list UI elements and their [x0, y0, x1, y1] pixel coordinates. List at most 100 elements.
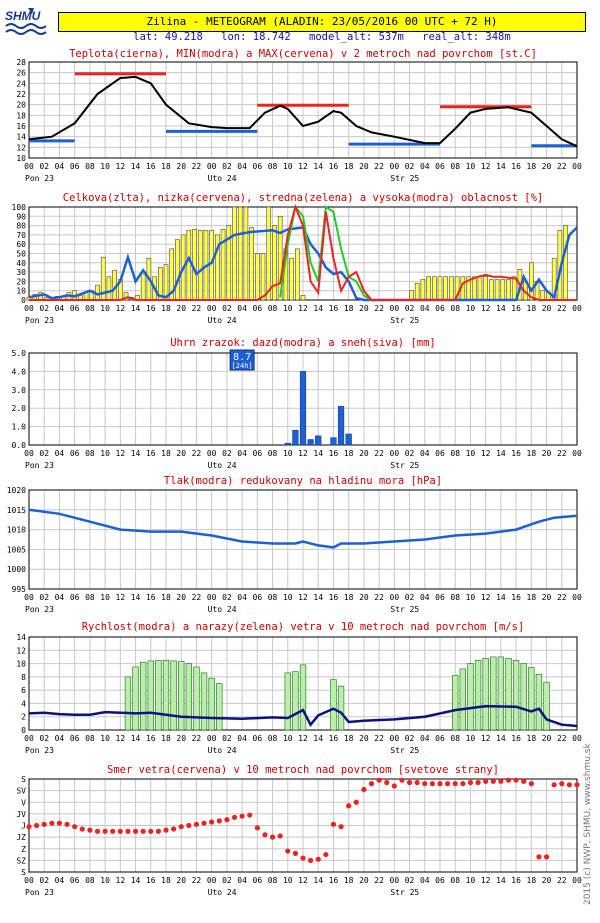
wind-direction-point: [566, 782, 572, 788]
x-tick-label: 20: [542, 162, 552, 171]
x-tick-label: 00: [572, 734, 582, 743]
x-tick-label: 04: [55, 449, 65, 458]
x-tick-label: 22: [192, 593, 202, 602]
precip-sum-period: [24h]: [232, 362, 253, 370]
panel-4: Rychlost(modra) a narazy(zelena) vetra v…: [16, 621, 582, 755]
x-tick-label: 18: [344, 162, 354, 171]
x-tick-label: 00: [572, 304, 582, 313]
wind-direction-point: [49, 820, 55, 826]
x-tick-label: 20: [542, 304, 552, 313]
x-tick-label: 10: [100, 449, 110, 458]
wind-direction-point: [292, 850, 298, 857]
y-tick-label: 0: [21, 726, 26, 735]
wind-direction-point: [201, 820, 207, 826]
gust-bar: [543, 681, 550, 731]
x-tick-label: 14: [313, 876, 323, 885]
x-tick-label: 16: [146, 876, 156, 885]
gust-bar: [299, 664, 307, 731]
x-tick-label: 04: [237, 449, 247, 458]
model-altitude: model_alt: 537m: [309, 31, 404, 43]
total-cloud-bar: [289, 257, 294, 301]
x-tick-label: 22: [374, 304, 384, 313]
x-tick-label: 04: [237, 304, 247, 313]
day-label: Str 25: [390, 746, 419, 755]
y-tick-label: 1010: [7, 526, 26, 535]
y-tick-label: 10: [16, 660, 26, 669]
wind-direction-point: [26, 824, 32, 830]
x-tick-label: 12: [481, 304, 491, 313]
x-tick-label: 02: [222, 304, 232, 313]
y-tick-label: 12: [16, 143, 26, 152]
wind-direction-point: [338, 824, 344, 830]
x-tick-label: 06: [253, 593, 263, 602]
wind-direction-point: [490, 778, 496, 784]
x-tick-label: 06: [435, 162, 445, 171]
y-tick-label: 0: [21, 296, 26, 305]
x-tick-label: 08: [85, 304, 95, 313]
x-tick-label: 16: [511, 304, 521, 313]
rain-bar: [292, 430, 299, 446]
panel-title: Uhrn zrazok: dazd(modra) a sneh(siva) [m…: [170, 337, 436, 349]
x-tick-label: 16: [511, 734, 521, 743]
x-tick-label: 00: [207, 162, 217, 171]
x-tick-label: 10: [100, 593, 110, 602]
wind-direction-point: [247, 812, 253, 818]
x-tick-label: 08: [268, 593, 278, 602]
x-tick-label: 14: [496, 304, 506, 313]
gust-bar: [140, 661, 147, 731]
x-tick-label: 12: [116, 734, 126, 743]
total-cloud-bar: [540, 290, 546, 301]
x-tick-label: 20: [359, 876, 369, 885]
x-tick-label: 12: [481, 593, 491, 602]
x-tick-label: 04: [420, 162, 430, 171]
day-label: Uto 24: [208, 746, 237, 755]
day-label: Pon 23: [25, 316, 54, 325]
x-tick-label: 18: [161, 449, 171, 458]
x-tick-label: 16: [329, 876, 339, 885]
x-tick-label: 14: [313, 449, 323, 458]
y-tick-label: 20: [16, 277, 26, 286]
y-tick-label: S: [21, 775, 26, 784]
total-cloud-bar: [426, 276, 431, 301]
x-tick-label: 02: [39, 876, 49, 885]
y-tick-label: 80: [16, 222, 26, 231]
wind-direction-point: [505, 777, 512, 783]
gust-bar: [330, 679, 337, 731]
x-tick-label: 20: [359, 734, 369, 743]
x-tick-label: 18: [527, 876, 537, 885]
x-tick-label: 02: [405, 162, 415, 171]
panel-title: Teplota(cierna), MIN(modra) a MAX(cerven…: [69, 48, 537, 60]
y-tick-label: 14: [16, 133, 26, 142]
x-tick-label: 06: [435, 593, 445, 602]
gust-bar: [482, 657, 489, 731]
total-cloud-bar: [443, 276, 449, 301]
x-tick-label: 08: [85, 876, 95, 885]
x-tick-label: 04: [420, 734, 430, 743]
shmu-logo-icon: SHMU: [5, 8, 47, 35]
gust-bar: [535, 673, 543, 731]
x-tick-label: 22: [192, 449, 202, 458]
y-tick-label: 40: [16, 259, 26, 268]
wind-direction-point: [574, 782, 580, 788]
gust-bar: [147, 660, 154, 731]
y-tick-label: 24: [16, 79, 26, 88]
x-tick-label: 00: [572, 593, 582, 602]
y-tick-label: 70: [16, 231, 26, 240]
x-tick-label: 06: [70, 876, 80, 885]
x-tick-label: 22: [557, 734, 567, 743]
gust-bar: [216, 683, 223, 731]
low-cloud-line: [29, 203, 577, 301]
wind-direction-point: [186, 822, 192, 829]
x-tick-label: 04: [55, 734, 65, 743]
x-tick-label: 20: [359, 593, 369, 602]
x-tick-label: 00: [390, 449, 400, 458]
total-cloud-bar: [506, 279, 511, 301]
temperature-line: [28, 75, 578, 148]
longitude: lon: 18.742: [221, 31, 291, 43]
y-tick-label: 6: [21, 686, 26, 695]
x-tick-label: 00: [24, 449, 34, 458]
total-cloud-bar: [529, 262, 534, 301]
x-tick-label: 14: [496, 876, 506, 885]
x-tick-label: 02: [405, 876, 415, 885]
x-tick-label: 00: [572, 449, 582, 458]
